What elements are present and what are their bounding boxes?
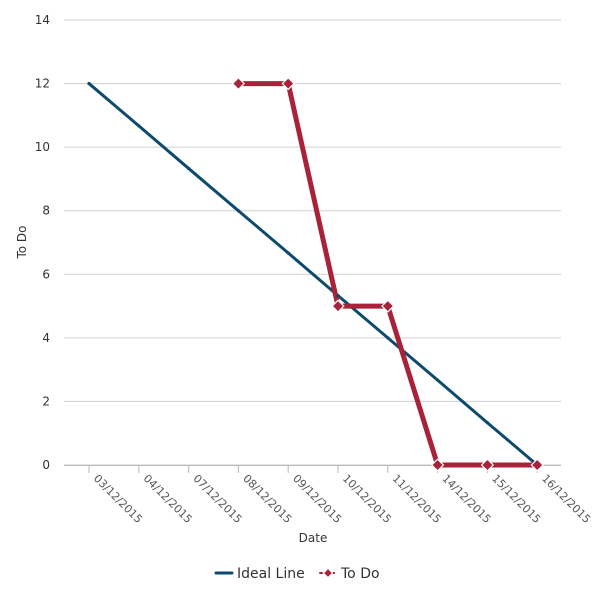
y-axis-title: To Do xyxy=(15,225,29,259)
legend-item-to-do[interactable]: To Do xyxy=(319,566,380,582)
ideal-line-point xyxy=(187,166,191,171)
y-tick-label: 0 xyxy=(42,458,50,472)
x-tick-label: 14/12/2015 xyxy=(439,472,493,526)
y-tick-label: 6 xyxy=(42,267,50,281)
y-tick-label: 2 xyxy=(42,394,50,408)
x-tick-label: 08/12/2015 xyxy=(240,472,294,526)
y-tick-label: 14 xyxy=(35,13,50,27)
x-tick-label: 15/12/2015 xyxy=(489,472,543,526)
ideal-line-series xyxy=(87,82,539,467)
x-tick-label: 03/12/2015 xyxy=(91,472,145,526)
ideal-line-point xyxy=(336,293,340,298)
todo-point-marker xyxy=(331,299,345,313)
x-tick-label: 10/12/2015 xyxy=(340,472,394,526)
ideal-line-point xyxy=(485,421,489,425)
legend-marker-todo xyxy=(322,567,334,579)
todo-point-marker xyxy=(281,76,295,91)
x-tick-label: 16/12/2015 xyxy=(539,472,593,526)
legend-label: To Do xyxy=(340,566,380,582)
x-axis-title: Date xyxy=(299,531,328,545)
legend: Ideal Line To Do xyxy=(214,566,380,582)
ideal-line-point xyxy=(386,336,390,340)
ideal-line-point xyxy=(137,124,141,128)
x-axis-ticks: 03/12/201504/12/201507/12/201508/12/2015… xyxy=(91,472,593,526)
series-markers xyxy=(87,76,544,472)
legend-label: Ideal Line xyxy=(237,566,305,582)
legend-item-ideal-line[interactable]: Ideal Line xyxy=(214,566,305,582)
ideal-line-point xyxy=(236,209,240,213)
y-tick-label: 4 xyxy=(42,331,50,345)
ideal-line-point xyxy=(87,81,91,86)
y-tick-label: 12 xyxy=(35,77,50,91)
x-tick-label: 07/12/2015 xyxy=(190,472,244,526)
ideal-line-point xyxy=(436,378,440,382)
x-tick-label: 09/12/2015 xyxy=(290,472,344,526)
todo-point-marker xyxy=(231,76,246,91)
todo-point-marker xyxy=(530,458,544,472)
ideal-line-point xyxy=(286,251,290,255)
todo-point-marker xyxy=(430,458,445,472)
y-tick-label: 10 xyxy=(35,140,50,154)
x-tick-label: 04/12/2015 xyxy=(141,472,195,526)
y-axis-ticks: 0 2 4 6 8 10 12 14 xyxy=(35,13,50,472)
todo-point-marker xyxy=(480,458,495,472)
y-tick-label: 8 xyxy=(42,204,50,218)
todo-point-marker xyxy=(381,299,395,313)
grid-lines xyxy=(64,19,561,466)
x-tick-label: 11/12/2015 xyxy=(390,472,444,526)
